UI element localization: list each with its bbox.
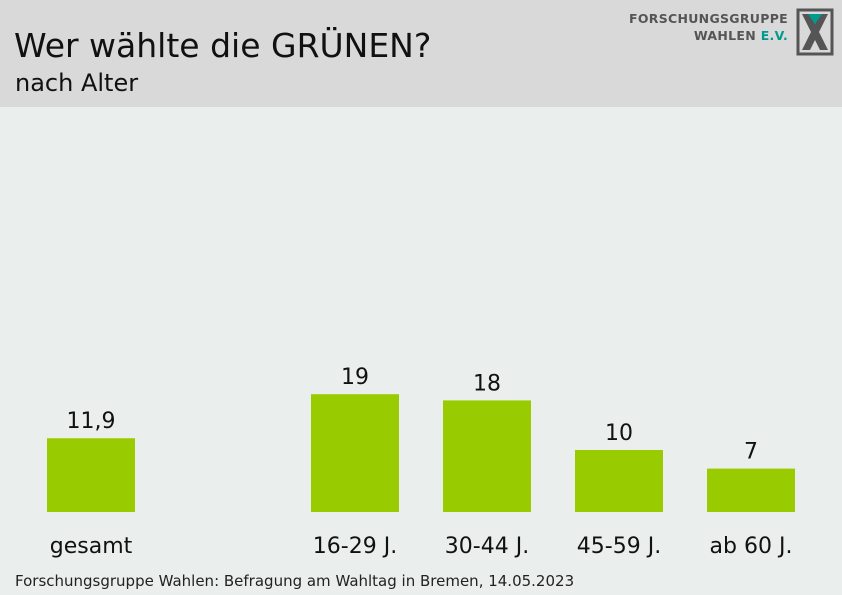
category-label-4: ab 60 J. [710,534,793,559]
category-label-0: gesamt [50,534,133,559]
category-label-1: 16-29 J. [313,534,397,559]
header-bar [0,0,842,107]
value-label-1: 19 [341,365,369,390]
chart-subtitle: nach Alter [15,69,139,97]
bar-chart: 11,9 gesamt 19 16-29 J. 18 30-44 J. 10 45-59 J.… [47,365,795,559]
logo-text-line2: WAHLEN E.V. [694,28,788,43]
chart-title: Wer wählte die GRÜNEN? [14,26,432,65]
bar-4 [707,468,795,512]
category-label-3: 45-59 J. [577,534,661,559]
bar-0 [47,438,135,512]
logo-text-wahlen: WAHLEN [693,28,757,43]
value-label-3: 10 [605,421,633,446]
logo-x-icon [796,8,834,56]
fgw-logo: FORSCHUNGSGRUPPE WAHLEN E.V. [629,8,836,56]
value-label-4: 7 [744,440,758,465]
bar-3 [575,450,663,512]
logo-text-ev: E.V. [760,28,788,43]
source-note: Forschungsgruppe Wahlen: Befragung am Wa… [15,572,575,590]
bar-1 [311,394,399,512]
logo-text-line1: FORSCHUNGSGRUPPE [629,11,788,26]
bar-2 [443,400,531,512]
value-label-2: 18 [473,371,501,396]
category-label-2: 30-44 J. [445,534,529,559]
value-label-0: 11,9 [67,409,116,434]
